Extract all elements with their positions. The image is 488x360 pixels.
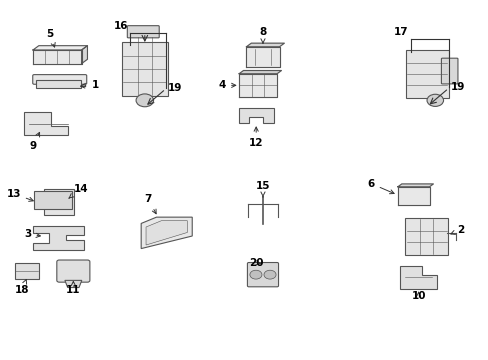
- Circle shape: [249, 270, 262, 279]
- Text: 7: 7: [144, 194, 156, 214]
- Polygon shape: [246, 47, 279, 67]
- Polygon shape: [397, 187, 428, 205]
- Text: 11: 11: [66, 282, 81, 296]
- Polygon shape: [33, 226, 84, 250]
- Text: 10: 10: [410, 291, 425, 301]
- Circle shape: [264, 270, 276, 279]
- Text: 19: 19: [450, 82, 464, 92]
- Text: 2: 2: [450, 225, 464, 235]
- Polygon shape: [24, 112, 68, 135]
- Text: 12: 12: [248, 127, 263, 148]
- Text: 18: 18: [15, 279, 29, 296]
- Text: 14: 14: [69, 184, 88, 198]
- Polygon shape: [146, 221, 187, 245]
- Text: 4: 4: [218, 80, 235, 90]
- Polygon shape: [33, 50, 81, 64]
- Polygon shape: [397, 184, 432, 187]
- Text: 20: 20: [249, 258, 264, 268]
- Polygon shape: [246, 43, 284, 47]
- Text: 15: 15: [255, 181, 270, 197]
- Text: 9: 9: [29, 132, 40, 151]
- Circle shape: [426, 94, 443, 107]
- Polygon shape: [65, 280, 81, 288]
- Polygon shape: [238, 108, 273, 123]
- Polygon shape: [81, 46, 87, 64]
- Polygon shape: [400, 266, 436, 289]
- Text: 17: 17: [393, 27, 408, 37]
- FancyBboxPatch shape: [43, 189, 74, 215]
- Text: 13: 13: [6, 189, 33, 201]
- Polygon shape: [239, 71, 281, 74]
- Polygon shape: [141, 217, 192, 249]
- FancyBboxPatch shape: [15, 263, 39, 279]
- FancyBboxPatch shape: [57, 260, 90, 282]
- FancyBboxPatch shape: [127, 26, 159, 38]
- Text: 3: 3: [24, 229, 41, 239]
- Text: 19: 19: [167, 83, 182, 93]
- FancyBboxPatch shape: [122, 42, 167, 96]
- Polygon shape: [239, 74, 277, 97]
- FancyBboxPatch shape: [441, 58, 457, 84]
- FancyBboxPatch shape: [36, 80, 81, 88]
- Text: 6: 6: [367, 179, 393, 194]
- FancyBboxPatch shape: [33, 75, 86, 84]
- Text: 16: 16: [114, 21, 128, 31]
- FancyBboxPatch shape: [34, 191, 72, 209]
- FancyBboxPatch shape: [405, 50, 448, 98]
- Text: 1: 1: [81, 80, 99, 90]
- Text: 8: 8: [259, 27, 266, 43]
- FancyBboxPatch shape: [405, 218, 447, 255]
- Text: 5: 5: [46, 29, 55, 47]
- FancyBboxPatch shape: [247, 262, 278, 287]
- Circle shape: [136, 94, 153, 107]
- Polygon shape: [33, 46, 87, 50]
